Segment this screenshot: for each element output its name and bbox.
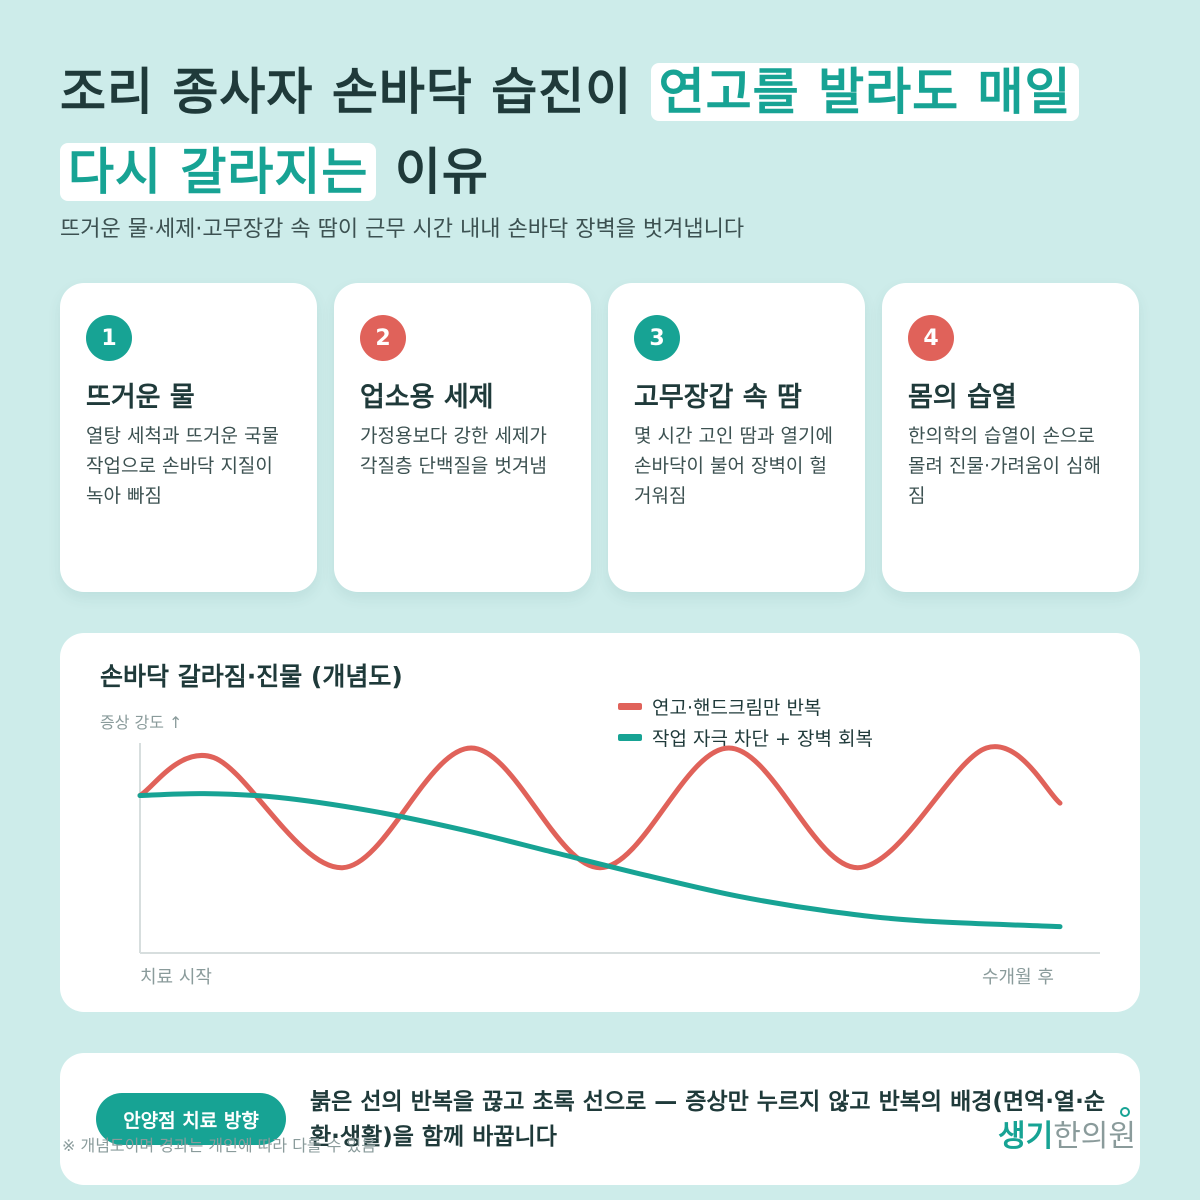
footnote: ※ 개념도이며 경과는 개인에 따라 다를 수 있음 (62, 1136, 376, 1155)
legend-swatch-teal (618, 734, 642, 741)
card-number-badge: 2 (360, 315, 406, 361)
chart-title: 손바닥 갈라짐·진물 (개념도) (100, 662, 403, 691)
card-number-badge: 4 (908, 315, 954, 361)
card-title: 뜨거운 물 (86, 382, 195, 413)
cause-card-damp-heat: 4 몸의 습열 한의학의 습열이 손으로 몰려 진물·가려움이 심해짐 (882, 283, 1139, 592)
legend-item-teal: 작업 자극 차단 + 장벽 회복 (618, 722, 873, 753)
subtitle: 뜨거운 물·세제·고무장갑 속 땀이 근무 시간 내내 손바닥 장벽을 벗겨냅니… (60, 217, 745, 242)
chart-legend: 연고·핸드크림만 반복 작업 자극 차단 + 장벽 회복 (618, 691, 873, 753)
card-description: 몇 시간 고인 땀과 열기에 손바닥이 불어 장벽이 헐거워짐 (634, 425, 833, 507)
chart-panel: 손바닥 갈라짐·진물 (개념도) 증상 강도 ↑ 연고·핸드크림만 반복 작업 … (60, 633, 1140, 1012)
legend-label: 작업 자극 차단 + 장벽 회복 (652, 728, 873, 750)
card-description: 한의학의 습열이 손으로 몰려 진물·가려움이 심해짐 (908, 425, 1101, 507)
cause-card-glove-sweat: 3 고무장갑 속 땀 몇 시간 고인 땀과 열기에 손바닥이 불어 장벽이 헐거… (608, 283, 865, 592)
title-part1: 조리 종사자 손바닥 습진이 (60, 63, 633, 121)
cause-card-hot-water: 1 뜨거운 물 열탕 세척과 뜨거운 국물 작업으로 손바닥 지질이 녹아 빠짐 (60, 283, 317, 592)
treatment-panel: 안양점 치료 방향 붉은 선의 반복을 끊고 초록 선으로 — 증상만 누르지 … (60, 1053, 1140, 1185)
card-title: 몸의 습열 (908, 382, 1017, 413)
card-number-badge: 1 (86, 315, 132, 361)
card-title: 업소용 세제 (360, 382, 494, 413)
card-title: 고무장갑 속 땀 (634, 382, 802, 413)
title-part2: 이유 (394, 143, 489, 201)
card-description: 열탕 세척과 뜨거운 국물 작업으로 손바닥 지질이 녹아 빠짐 (86, 425, 279, 507)
series-line-teal (137, 791, 1063, 930)
x-axis-end-label: 수개월 후 (982, 967, 1054, 988)
treatment-direction-badge: 안양점 치료 방향 (96, 1093, 286, 1145)
card-number-badge: 3 (634, 315, 680, 361)
chart-y-axis-label: 증상 강도 ↑ (100, 713, 183, 732)
logo-main: 생기 (998, 1119, 1054, 1154)
card-description: 가정용보다 강한 세제가 각질층 단백질을 벗겨냄 (360, 425, 547, 477)
title-highlight-1: 연고를 발라도 매일 (650, 63, 1080, 121)
page-title: 조리 종사자 손바닥 습진이 연고를 발라도 매일 다시 갈라지는 이유 (60, 52, 1140, 212)
legend-item-red: 연고·핸드크림만 반복 (618, 691, 873, 722)
logo-dot-icon (1120, 1107, 1130, 1117)
legend-label: 연고·핸드크림만 반복 (652, 697, 822, 719)
series-line-red (137, 744, 1063, 871)
treatment-description: 붉은 선의 반복을 끊고 초록 선으로 — 증상만 누르지 않고 반복의 배경(… (310, 1089, 1106, 1150)
x-axis-start-label: 치료 시작 (140, 967, 212, 988)
chart-plot (137, 743, 1100, 954)
clinic-logo: 생기한의원 (998, 1111, 1136, 1155)
title-highlight-2: 다시 갈라지는 (60, 143, 377, 201)
legend-swatch-red (618, 703, 642, 710)
logo-sub: 한의원 (1053, 1119, 1137, 1154)
cause-card-detergent: 2 업소용 세제 가정용보다 강한 세제가 각질층 단백질을 벗겨냄 (334, 283, 591, 592)
